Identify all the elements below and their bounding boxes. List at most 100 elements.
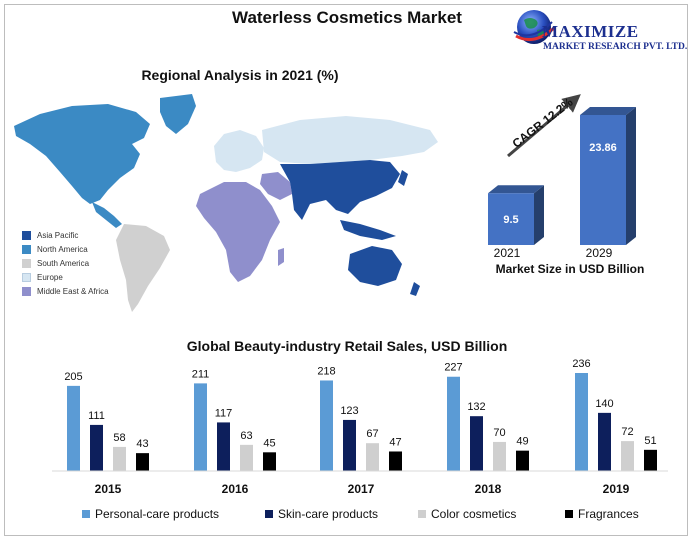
map-region-north-america [14,104,150,204]
retail-legend-item: Skin-care products [265,507,378,521]
map-legend-label: Asia Pacific [37,230,79,240]
retail-bar-value: 63 [240,430,252,442]
market-bar-category: 2029 [586,246,613,260]
retail-bar-value: 43 [136,438,148,450]
retail-bar-value: 123 [340,405,358,417]
legend-swatch [22,244,31,254]
legend-swatch [265,510,273,518]
map-region-africa [196,182,280,282]
map-legend-item: South America [22,256,109,270]
retail-bar-value: 49 [516,436,528,448]
map-title: Regional Analysis in 2021 (%) [141,67,339,83]
retail-legend-label: Color cosmetics [431,507,517,521]
legend-swatch [22,286,31,296]
retail-bar [644,449,657,471]
map-region-asia [280,160,400,220]
map-legend-label: Middle East & Africa [37,286,109,296]
retail-bar [320,380,333,471]
retail-legend-label: Skin-care products [278,507,379,521]
retail-bar-value: 51 [644,435,656,447]
retail-bar-value: 211 [192,368,210,380]
retail-bar-value: 227 [444,362,462,374]
retail-bar-value: 140 [595,398,613,410]
retail-bar-value: 236 [572,358,590,370]
retail-bar [194,383,207,471]
map-region-southeast-asia [340,220,396,240]
retail-legend-label: Personal-care products [95,507,220,521]
map-legend-label: South America [37,258,90,268]
retail-x-tick: 2017 [348,482,375,496]
retail-bar [217,422,230,471]
map-region-europe [214,130,264,172]
market-size-chart: CAGR 12.2% 9.5 2021 23.86 2029 Market Size … [488,94,644,276]
map-legend-item: Middle East & Africa [22,284,109,298]
legend-swatch [82,510,90,518]
legend-swatch [22,272,31,282]
map-region-south-america [116,224,170,312]
market-bar-value: 23.86 [589,142,617,154]
retail-bar [113,446,126,471]
retail-bar [263,452,276,471]
world-map [14,94,438,312]
map-region-new-zealand [410,282,420,296]
retail-bar [240,444,253,471]
map-legend-item: North America [22,242,109,256]
page-title: Waterless Cosmetics Market [232,8,462,27]
legend-swatch [22,230,31,240]
retail-bar-value: 218 [317,365,335,377]
retail-bar-value: 117 [215,407,233,419]
market-bar-top [488,185,544,194]
retail-x-ticks: 2015 2016 2017 2018 2019 [95,482,630,496]
map-legend: Asia Pacific North America South America… [22,228,109,298]
map-legend-label: Europe [37,272,63,282]
logo: MAXIMIZE MARKET RESEARCH PVT. LTD. [512,6,692,56]
map-legend-item: Asia Pacific [22,228,109,242]
market-bar-value: 9.5 [503,214,518,226]
map-region-middle-east [260,172,292,200]
cagr-label: CAGR 12.2% [510,95,576,151]
market-bars: 9.5 2021 23.86 2029 [488,107,636,260]
retail-bar [343,419,356,471]
market-bar-top [580,107,636,115]
retail-bar [67,385,80,471]
retail-bar-value: 111 [88,410,105,422]
retail-x-tick: 2018 [475,482,502,496]
retail-bar-value: 45 [263,437,275,449]
retail-legend: Personal-care products Skin-care products… [0,507,694,525]
legend-swatch [565,510,573,518]
retail-bar [470,416,483,471]
retail-legend-label: Fragrances [578,507,639,521]
retail-bar [366,443,379,471]
map-region-australia [348,246,402,286]
market-bar [488,193,534,245]
logo-tagline: MARKET RESEARCH PVT. LTD. [543,42,688,52]
globe-icon [513,10,556,44]
market-bar-side [626,107,636,245]
retail-bar [621,441,634,471]
map-region-greenland [160,94,196,134]
retail-bar-value: 58 [113,432,125,444]
map-legend-label: North America [37,244,88,254]
retail-legend-item: Color cosmetics [418,507,516,521]
retail-x-tick: 2015 [95,482,122,496]
retail-bar [516,450,529,471]
map-region-north-asia [262,116,438,164]
retail-bar [447,376,460,471]
market-bar [580,115,626,245]
retail-bar-value: 132 [467,401,485,413]
retail-bar-value: 72 [621,426,633,438]
map-legend-item: Europe [22,270,109,284]
retail-chart-title: Global Beauty-industry Retail Sales, USD… [186,338,508,354]
retail-bar-value: 47 [389,436,401,448]
market-bar-category: 2021 [494,246,521,260]
retail-bar [493,441,506,471]
logo-name: MAXIMIZE [542,22,639,41]
retail-sales-chart: 205 111 58 43 211 117 63 45 218 123 67 47 227 132 70 49… [52,358,668,496]
retail-x-tick: 2019 [603,482,630,496]
retail-x-tick: 2016 [222,482,249,496]
retail-legend-item: Fragrances [565,507,639,521]
map-region-madagascar [278,248,284,266]
map-region-central-america [92,202,122,228]
legend-swatch [418,510,426,518]
market-bar-side [534,185,544,245]
